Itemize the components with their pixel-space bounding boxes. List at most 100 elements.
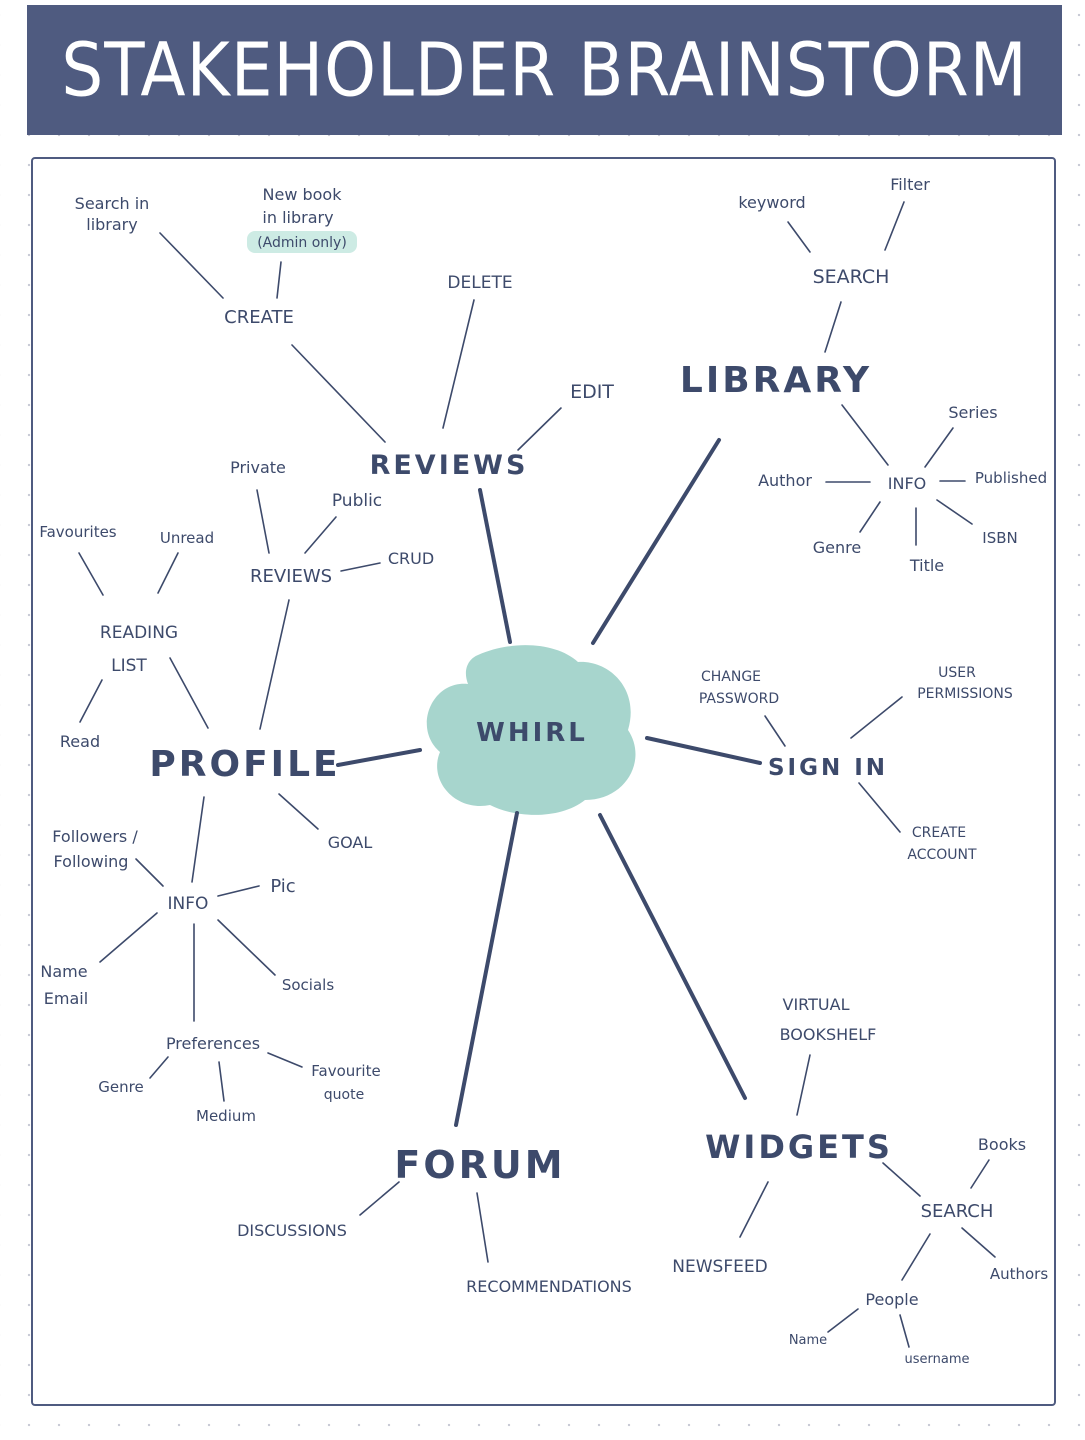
link-reviews-delete [442, 299, 475, 429]
link-signin-password [764, 715, 786, 747]
node-people-name: Name [789, 1333, 827, 1348]
link-reviews-private [256, 489, 270, 554]
node-people: People [865, 1290, 918, 1309]
link-create-search [159, 232, 224, 299]
branch-sign-in [645, 736, 762, 765]
link-profile-info [191, 796, 205, 883]
main-branches [336, 438, 762, 1127]
node-name-email-line1: Name [40, 962, 87, 981]
node-create-account-line2: ACCOUNT [907, 847, 977, 863]
link-forum-discussions [359, 1181, 400, 1216]
node-public: Public [332, 491, 382, 511]
node-forum: FORUM [394, 1143, 565, 1187]
link-signin-account [858, 782, 901, 833]
node-delete: DELETE [447, 273, 512, 293]
node-library: LIBRARY [680, 360, 872, 401]
node-crud: CRUD [388, 549, 434, 568]
node-read: Read [60, 732, 100, 751]
link-reviews-crud [340, 562, 381, 572]
node-edit: EDIT [570, 381, 614, 403]
link-forum-recommendations [476, 1192, 489, 1263]
link-reviews-public [304, 516, 337, 554]
node-isbn: ISBN [982, 529, 1017, 547]
link-pref-medium [218, 1061, 225, 1102]
branch-library [591, 438, 721, 645]
node-favourites: Favourites [39, 523, 116, 541]
node-reading-list-line2: LIST [111, 656, 147, 676]
link-reviews-create [291, 344, 386, 443]
node-pic: Pic [270, 876, 295, 897]
node-change-password-line1: CHANGE [701, 669, 761, 685]
link-library-search [824, 301, 842, 353]
link-profile-reading [169, 657, 209, 729]
node-private: Private [230, 458, 286, 477]
node-reading-list-line1: READING [100, 623, 178, 643]
node-pref-genre: Genre [98, 1078, 143, 1096]
node-filter: Filter [890, 175, 930, 194]
node-favourite-quote-line2: quote [324, 1087, 364, 1103]
major-labels: REVIEWS LIBRARY SIGN IN WIDGETS FORUM PR… [149, 360, 893, 1187]
page-title: STAKEHOLDER BRAINSTORM [61, 26, 1028, 114]
link-create-newbook [276, 261, 282, 299]
center-label: WHIRL [476, 718, 588, 748]
link-search-filter [884, 201, 905, 251]
link-info-pic [217, 885, 260, 897]
node-virtual-bookshelf-line1: VIRTUAL [783, 995, 850, 1014]
node-unread: Unread [160, 529, 214, 547]
node-newsfeed: NEWSFEED [672, 1257, 767, 1277]
node-widgets: WIDGETS [705, 1128, 893, 1166]
link-profile-goal [278, 793, 319, 830]
link-signin-permissions [850, 696, 903, 739]
link-info-followers [135, 858, 164, 887]
link-info-name [99, 912, 158, 963]
node-followers-line2: Following [54, 852, 129, 871]
node-library-info: INFO [888, 474, 926, 493]
link-people-username [899, 1314, 910, 1348]
link-reading-favourites [78, 552, 104, 596]
link-widgets-search [882, 1162, 921, 1197]
link-widgets-newsfeed [739, 1181, 769, 1238]
node-username: username [905, 1352, 970, 1367]
link-search-keyword [787, 221, 811, 253]
link-search-books [970, 1159, 990, 1189]
minor-labels: CREATE Search in library New book in lib… [39, 175, 1048, 1367]
link-info-series [924, 427, 954, 468]
node-authors: Authors [990, 1265, 1049, 1283]
node-preferences: Preferences [166, 1034, 260, 1053]
node-reviews-create: CREATE [224, 307, 294, 328]
node-series: Series [948, 403, 997, 422]
node-search-in-library-line2: library [86, 215, 137, 234]
title-banner: STAKEHOLDER BRAINSTORM [27, 5, 1062, 135]
link-reading-read [79, 679, 103, 723]
node-sign-in: SIGN IN [768, 755, 888, 781]
link-info-genre [859, 501, 881, 533]
cloud-shape [426, 645, 636, 815]
link-info-socials [217, 919, 276, 976]
node-title: Title [909, 556, 944, 575]
node-virtual-bookshelf-line2: BOOKSHELF [780, 1025, 877, 1044]
node-favourite-quote-line1: Favourite [311, 1062, 380, 1080]
node-medium: Medium [196, 1107, 256, 1125]
link-search-authors [961, 1227, 996, 1258]
sub-branches [78, 201, 996, 1348]
node-goal: GOAL [328, 833, 373, 852]
node-profile-info: INFO [168, 894, 209, 914]
node-new-book-line1: New book [263, 185, 343, 204]
node-widgets-search: SEARCH [921, 1201, 994, 1222]
node-change-password-line2: PASSWORD [699, 691, 779, 707]
node-recommendations: RECOMMENDATIONS [466, 1277, 632, 1296]
node-profile-reviews: REVIEWS [250, 566, 332, 587]
link-pref-quote [267, 1052, 303, 1068]
node-name-email-line2: Email [44, 989, 88, 1008]
node-socials: Socials [282, 976, 334, 994]
node-admin-only: (Admin only) [257, 235, 347, 251]
node-profile: PROFILE [149, 744, 340, 785]
node-search-in-library-line1: Search in [75, 194, 150, 213]
branch-profile [336, 748, 422, 767]
center-cloud: WHIRL [426, 645, 636, 815]
branch-widgets [598, 813, 747, 1100]
node-user-permissions-line2: PERMISSIONS [917, 686, 1013, 702]
node-user-permissions-line1: USER [938, 665, 976, 681]
admin-highlight [247, 231, 357, 253]
